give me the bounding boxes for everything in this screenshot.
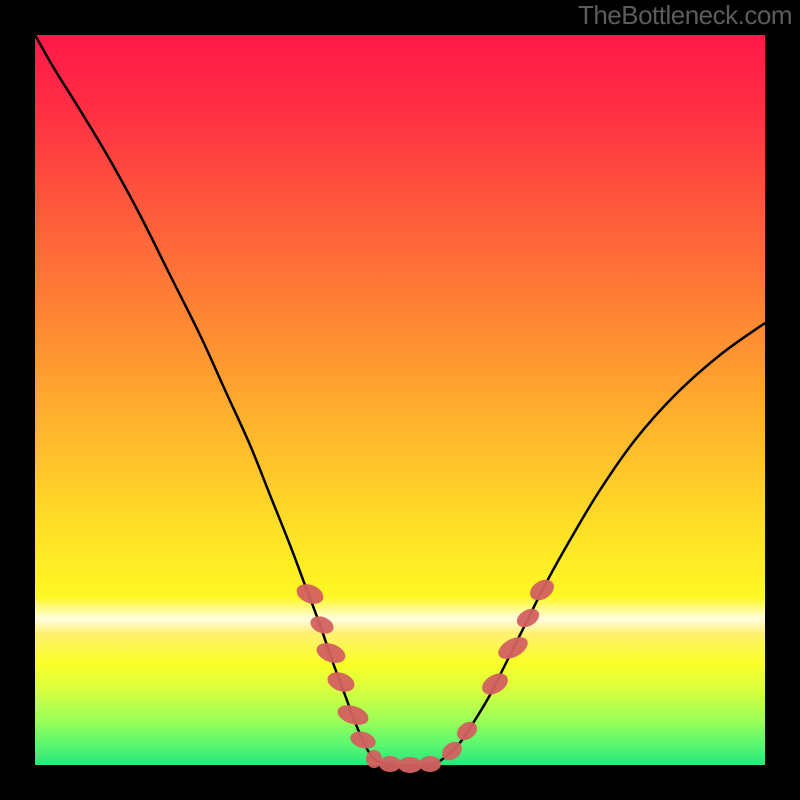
chart-container: TheBottleneck.com xyxy=(0,0,800,800)
marker-dot xyxy=(419,756,441,772)
marker-dot xyxy=(398,757,422,773)
plot-background xyxy=(35,35,765,765)
chart-svg xyxy=(0,0,800,800)
marker-dot xyxy=(379,756,401,772)
watermark-text: TheBottleneck.com xyxy=(578,0,792,31)
